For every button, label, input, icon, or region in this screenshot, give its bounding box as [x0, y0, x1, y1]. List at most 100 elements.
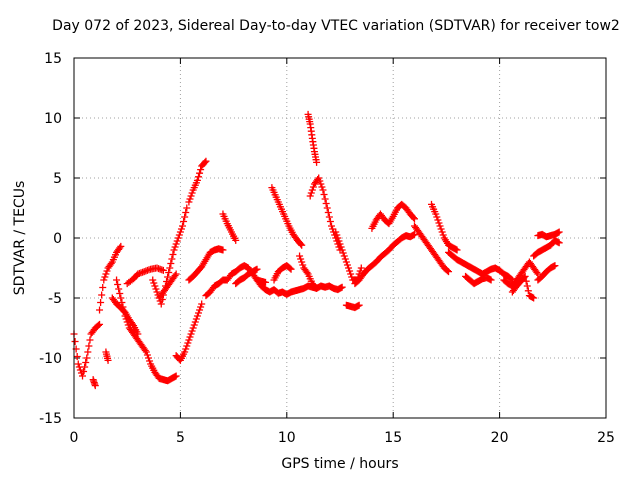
data-point [84, 348, 92, 356]
data-point [524, 287, 532, 295]
data-point [432, 210, 440, 218]
y-tick-label: -5 [48, 291, 62, 307]
x-axis-label: GPS time / hours [281, 456, 399, 472]
data-point [172, 240, 180, 248]
data-point [320, 191, 328, 198]
data-point [357, 264, 365, 272]
axis-ticks: 0 5 10 15 20 25 -15 -10 -5 0 5 10 15 [39, 51, 615, 446]
data-point [316, 177, 324, 185]
x-tick-label: 20 [491, 430, 509, 446]
data-point [117, 242, 125, 250]
data-point [191, 318, 199, 326]
series-arc-b [89, 376, 99, 390]
data-point [164, 273, 172, 281]
data-point [219, 246, 227, 254]
data-point [96, 320, 104, 328]
data-point [114, 281, 122, 288]
data-point [551, 262, 559, 270]
data-point [181, 213, 189, 221]
series-arc-y [368, 200, 418, 232]
data-point [120, 308, 128, 315]
data-point [170, 246, 178, 254]
series-arc-i [155, 270, 180, 302]
data-point [124, 321, 132, 329]
data-point [317, 180, 325, 188]
data-point [176, 228, 184, 236]
series-arc-l [185, 245, 227, 284]
data-point [73, 353, 81, 360]
series-arc-ag [534, 228, 563, 241]
data-point [297, 240, 305, 248]
data-point [123, 318, 131, 326]
data-point [149, 276, 157, 284]
data-point [410, 230, 418, 238]
data-point [435, 219, 443, 227]
data-point [346, 267, 354, 275]
data-point [299, 261, 307, 269]
data-point [185, 198, 193, 206]
data-point [326, 218, 334, 225]
data-point [81, 363, 89, 371]
data-point [99, 284, 107, 291]
data-point [534, 270, 542, 278]
data-point [175, 231, 183, 239]
y-tick-label: 10 [44, 111, 62, 127]
data-point [434, 216, 442, 224]
data-point [437, 225, 445, 233]
series-arc-a [70, 320, 104, 380]
data-point [232, 236, 240, 244]
data-point [487, 276, 495, 284]
x-tick-label: 15 [384, 430, 402, 446]
data-point [121, 312, 129, 320]
data-point [196, 169, 204, 177]
data-point [190, 321, 198, 329]
data-point [193, 176, 201, 184]
data-point [186, 195, 194, 203]
data-point [321, 195, 329, 203]
series-arc-o [232, 265, 261, 288]
data-point [174, 234, 182, 242]
series-arc-aa [428, 200, 461, 254]
data-point [117, 294, 125, 302]
data-point [262, 278, 270, 286]
data-point [194, 173, 202, 181]
data-point [312, 283, 320, 291]
data-point [182, 209, 190, 216]
data-point [187, 330, 195, 338]
data-point [343, 261, 351, 269]
data-point [530, 294, 538, 302]
data-point [342, 258, 350, 266]
data-point [76, 366, 84, 374]
series-arc-j [172, 300, 206, 364]
data-point [101, 273, 109, 281]
y-axis-label: SDTVAR / TECUs [12, 180, 28, 296]
series-arc-r [268, 184, 306, 249]
series-arc-w [342, 301, 363, 312]
data-point [197, 303, 205, 311]
series-arc-af [530, 236, 563, 260]
data-point [116, 290, 124, 297]
data-point [142, 348, 150, 356]
y-tick-label: -15 [39, 411, 62, 427]
data-point [129, 320, 137, 328]
data-point [96, 306, 104, 314]
x-tick-label: 0 [70, 430, 79, 446]
data-point [521, 272, 529, 280]
data-point [157, 300, 165, 308]
data-point [332, 228, 340, 236]
data-point [341, 255, 349, 263]
data-point [144, 354, 152, 362]
data-point [115, 285, 123, 293]
data-point [102, 270, 110, 278]
data-point [185, 336, 193, 344]
plot-frame [73, 57, 607, 419]
data-point [322, 200, 330, 207]
data-point [309, 183, 317, 191]
data-point [141, 347, 149, 354]
data-point [296, 252, 304, 260]
data-point [336, 240, 344, 248]
data-point [337, 243, 345, 251]
series-arc-d [102, 348, 112, 364]
data-point [146, 357, 154, 365]
data-point [520, 274, 528, 282]
